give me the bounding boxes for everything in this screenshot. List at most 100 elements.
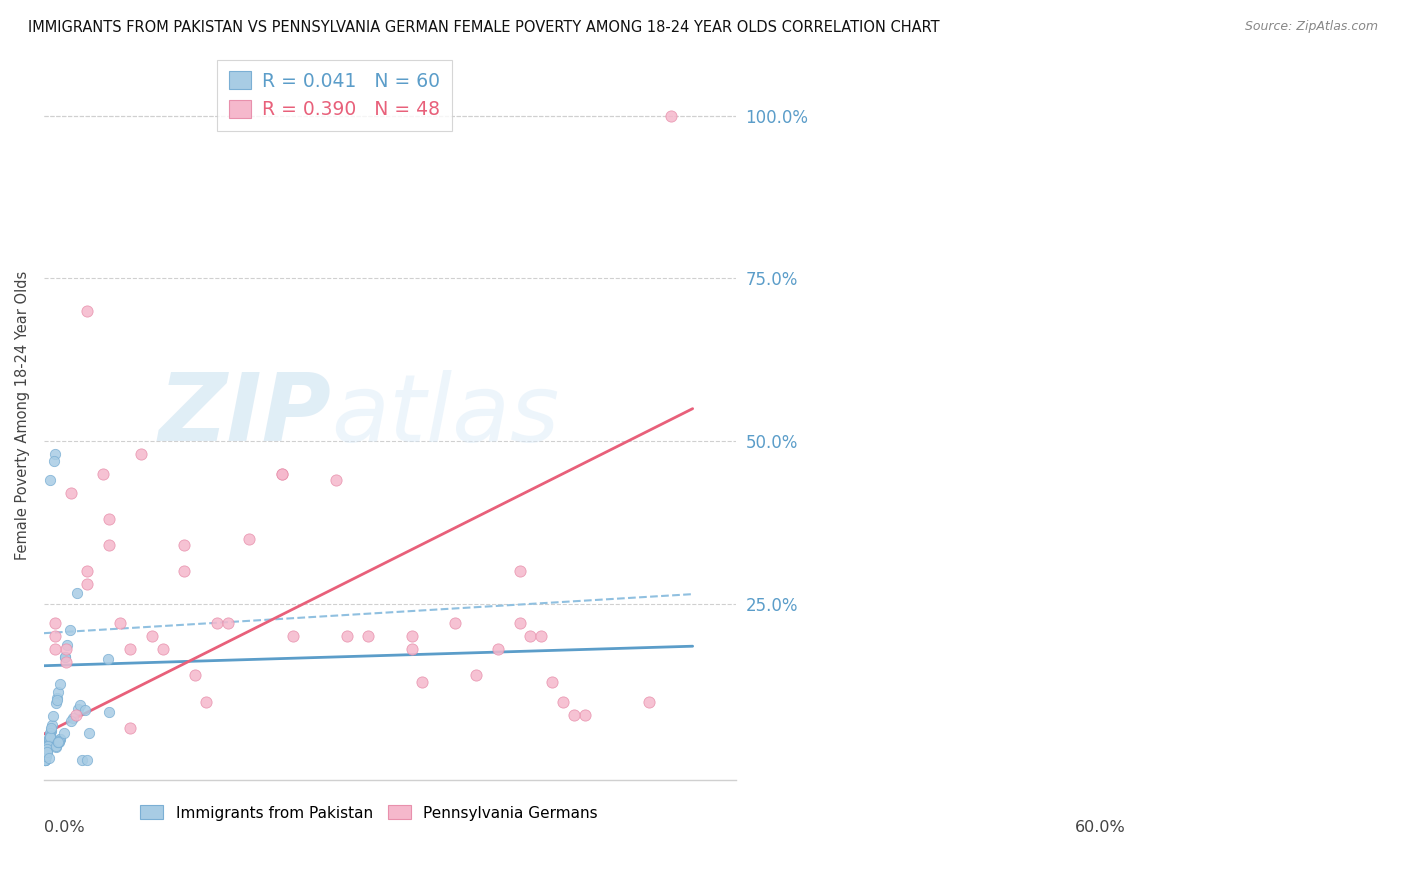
Point [108,616,131,631]
Point [120,721,142,735]
Point [184,668,207,682]
Point [37,739,59,753]
Point [48,735,70,749]
Point [401,629,423,643]
Point [411,675,433,690]
Point [38,732,60,747]
Point [44,629,66,643]
Point [76,565,98,579]
Point [44,447,66,461]
Point [44,616,66,631]
Point [465,668,488,682]
Point [66,586,89,600]
Point [443,616,465,631]
Point [34,753,56,767]
Point [69,698,91,712]
Point [59,623,82,637]
Point [217,616,239,631]
Y-axis label: Female Poverty Among 18-24 Year Olds: Female Poverty Among 18-24 Year Olds [15,270,30,560]
Point [39,721,62,735]
Point [39,726,62,740]
Point [638,694,661,708]
Point [38,733,60,747]
Point [486,642,509,657]
Point [38,729,60,743]
Point [38,473,60,487]
Text: 0.0%: 0.0% [44,820,84,835]
Point [70,753,93,767]
Point [35,747,58,762]
Point [38,728,60,742]
Point [59,486,82,500]
Point [45,693,67,707]
Point [45,739,67,754]
Point [44,642,66,657]
Point [73,703,96,717]
Point [270,467,292,481]
Point [509,616,531,631]
Point [53,650,76,665]
Point [38,731,60,745]
Point [281,629,304,643]
Point [52,726,75,740]
Point [270,467,292,481]
Point [49,732,72,747]
Text: Source: ZipAtlas.com: Source: ZipAtlas.com [1244,20,1378,33]
Point [325,473,347,487]
Point [53,650,76,665]
Point [562,707,585,722]
Point [37,738,59,752]
Point [173,538,195,552]
Point [530,629,553,643]
Point [42,709,65,723]
Point [35,749,58,764]
Point [48,734,70,748]
Point [97,706,120,720]
Point [97,651,120,665]
Point [76,577,98,591]
Point [574,707,596,722]
Point [541,675,564,690]
Point [35,745,58,759]
Point [67,702,90,716]
Point [519,629,541,643]
Point [76,304,98,318]
Point [659,109,682,123]
Text: 60.0%: 60.0% [1074,820,1125,835]
Point [48,734,70,748]
Point [65,707,87,722]
Point [97,512,120,526]
Point [49,731,72,746]
Point [129,447,152,461]
Point [39,723,62,738]
Point [46,685,69,699]
Point [60,714,83,728]
Point [34,753,56,767]
Text: atlas: atlas [330,369,560,460]
Point [39,724,62,739]
Point [76,753,98,767]
Point [35,744,58,758]
Point [34,753,56,767]
Point [93,467,115,481]
Point [38,750,60,764]
Point [35,745,58,759]
Point [45,697,67,711]
Point [152,642,174,657]
Point [97,538,120,552]
Point [551,694,574,708]
Point [401,642,423,657]
Point [238,532,260,546]
Text: ZIP: ZIP [159,369,330,461]
Legend: Immigrants from Pakistan, Pennsylvania Germans: Immigrants from Pakistan, Pennsylvania G… [135,799,605,827]
Point [205,616,228,631]
Point [48,676,70,690]
Point [62,711,84,725]
Point [45,739,67,753]
Point [37,742,59,756]
Point [120,642,142,657]
Point [195,694,218,708]
Point [173,565,195,579]
Text: IMMIGRANTS FROM PAKISTAN VS PENNSYLVANIA GERMAN FEMALE POVERTY AMONG 18-24 YEAR : IMMIGRANTS FROM PAKISTAN VS PENNSYLVANIA… [28,20,939,35]
Point [55,656,77,670]
